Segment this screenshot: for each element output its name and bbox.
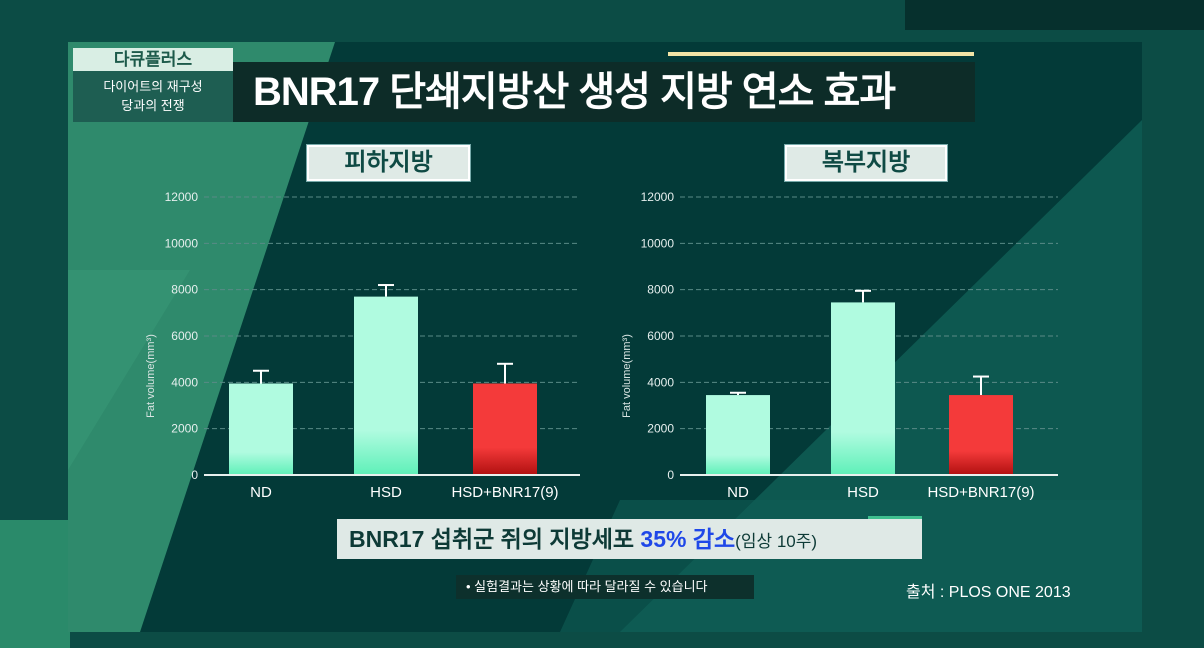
x-tick-label: ND [250,484,272,501]
x-tick-label: HSD+BNR17(9) [451,484,558,501]
chart-title-subcutaneous: 피하지방 [306,144,471,182]
program-name: 다큐플러스 [73,48,233,71]
bar-nd [706,395,770,475]
x-tick-label: HSD+BNR17(9) [927,484,1034,501]
y-tick-label: 6000 [171,329,198,343]
program-badge: 다큐플러스 다이어트의 재구성 당과의 전쟁 [73,48,233,122]
summary-suffix: (임상 10주) [735,532,818,551]
y-tick-label: 12000 [165,190,199,204]
y-tick-label: 0 [667,468,674,482]
x-tick-label: HSD [847,484,879,501]
summary-banner: BNR17 섭취군 쥐의 지방세포 35% 감소(임상 10주) [337,519,922,559]
bar-hsd-bnr17-9- [473,383,537,475]
summary-highlight: 35% 감소 [640,526,736,552]
y-tick-label: 12000 [641,190,675,204]
episode-line2: 당과의 전쟁 [121,98,185,113]
y-tick-label: 2000 [171,422,198,436]
page-title: BNR17 단쇄지방산 생성 지방 연소 효과 [233,62,975,122]
disclaimer-note: • 실험결과는 상황에 따라 달라질 수 있습니다 [456,575,754,599]
accent-line [668,52,974,56]
y-tick-label: 4000 [171,375,198,389]
y-tick-label: 4000 [647,375,674,389]
y-tick-label: 2000 [647,422,674,436]
y-tick-label: 6000 [647,329,674,343]
accent-line-green [868,516,922,519]
bar-hsd [831,302,895,475]
y-tick-label: 0 [191,468,198,482]
bar-nd [229,383,293,475]
chart-title-abdominal: 복부지방 [784,144,948,182]
y-tick-label: 10000 [641,236,675,250]
y-axis-label: Fat volume(mm³) [621,334,633,418]
bar-hsd [354,296,418,475]
y-tick-label: 10000 [165,236,199,250]
x-tick-label: ND [727,484,749,501]
summary-prefix: BNR17 섭취군 쥐의 지방세포 [349,526,641,552]
episode-title: 다이어트의 재구성 당과의 전쟁 [73,71,233,122]
episode-line1: 다이어트의 재구성 [103,79,203,94]
bar-hsd-bnr17-9- [949,395,1013,475]
y-tick-label: 8000 [171,283,198,297]
source-citation: 출처 : PLOS ONE 2013 [906,584,1071,601]
x-tick-label: HSD [370,484,402,501]
y-axis-label: Fat volume(mm³) [145,334,157,418]
y-tick-label: 8000 [647,283,674,297]
